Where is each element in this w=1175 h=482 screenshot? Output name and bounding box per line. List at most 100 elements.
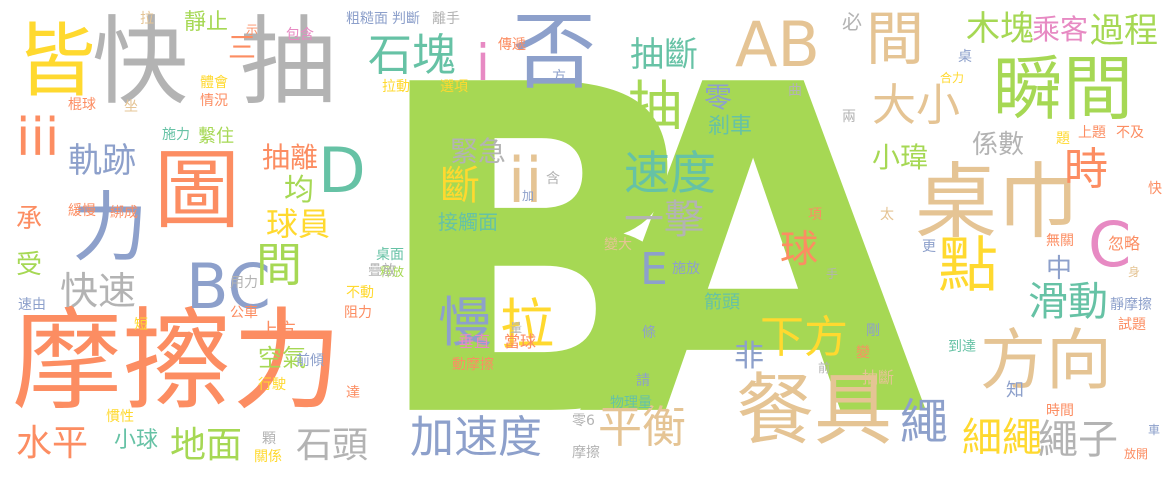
- cloud-word: 量: [510, 321, 523, 335]
- cloud-word: 手: [826, 267, 839, 281]
- cloud-word: 離手: [432, 11, 460, 27]
- cloud-word: 慣性: [106, 409, 134, 425]
- cloud-word: 傳遞: [498, 37, 526, 53]
- cloud-word: 施放: [672, 261, 700, 277]
- cloud-word: 含: [546, 171, 560, 187]
- cloud-word: 關係: [254, 449, 282, 465]
- cloud-word: 抽斷: [630, 35, 698, 75]
- cloud-word: 桌巾: [915, 155, 1080, 250]
- cloud-word: 綁成: [110, 205, 138, 221]
- cloud-word: 兩: [842, 109, 856, 125]
- cloud-word: 忽略: [1108, 234, 1141, 253]
- cloud-word: 速度: [624, 146, 716, 200]
- cloud-word: 前傾: [296, 353, 324, 369]
- cloud-word: 前: [818, 361, 831, 375]
- cloud-word: 軌跡: [68, 141, 136, 181]
- cloud-word: 快: [1148, 181, 1162, 197]
- cloud-word: 快: [92, 6, 188, 118]
- cloud-word: 曲: [788, 83, 802, 99]
- cloud-word: 滑動: [1028, 279, 1108, 325]
- cloud-word: 瞬間: [993, 48, 1133, 130]
- cloud-word: 速由: [18, 297, 46, 313]
- cloud-word: 包含: [286, 27, 314, 43]
- cloud-word: 承: [16, 204, 43, 234]
- cloud-word: 放開: [1124, 447, 1149, 461]
- cloud-word: 時: [1064, 144, 1108, 195]
- cloud-word: i: [476, 34, 490, 92]
- cloud-word: 斷: [440, 163, 480, 209]
- cloud-word: 慢: [438, 291, 492, 354]
- cloud-word: 無關: [1046, 233, 1074, 249]
- cloud-word: 地面: [170, 425, 243, 466]
- cloud-word: 靜止: [184, 10, 229, 35]
- cloud-word: A: [578, 0, 928, 482]
- cloud-word: 緊急: [450, 135, 507, 168]
- cloud-word: 過程: [1090, 11, 1158, 51]
- cloud-word: 條: [642, 325, 656, 341]
- cloud-word: 題: [1056, 131, 1070, 147]
- cloud-word: 不動: [346, 285, 374, 301]
- cloud-word: 抽斷: [862, 368, 895, 387]
- cloud-word: 力: [72, 183, 148, 272]
- cloud-word: 圖: [154, 141, 240, 241]
- cloud-word: 阻力: [344, 305, 372, 321]
- cloud-word: 項: [808, 207, 822, 223]
- cloud-word: 動摩擦: [452, 357, 494, 373]
- cloud-word: 上方: [260, 320, 296, 341]
- cloud-word: 時間: [1046, 403, 1074, 419]
- cloud-word: 接觸面: [438, 210, 498, 234]
- cloud-word: 加: [522, 189, 535, 203]
- cloud-word: 受: [16, 250, 43, 280]
- cloud-word: 變: [856, 345, 870, 361]
- cloud-word: 箭頭: [704, 292, 740, 313]
- cloud-word: 疊放: [368, 263, 396, 279]
- cloud-word: 車: [1148, 423, 1161, 437]
- cloud-word: 不及: [1116, 125, 1144, 141]
- cloud-word: 拉: [500, 293, 554, 356]
- cloud-word: 乘客: [1032, 13, 1089, 46]
- cloud-word: 變大: [604, 237, 632, 253]
- cloud-word: 判斷: [392, 11, 420, 27]
- cloud-word: C: [1088, 208, 1132, 281]
- cloud-word: 快速: [60, 269, 137, 313]
- cloud-word: 體會: [200, 75, 228, 91]
- cloud-word: 抽離: [262, 141, 319, 174]
- cloud-word: 釋放: [380, 265, 405, 279]
- cloud-word: 選項: [440, 79, 468, 95]
- cloud-word: iii: [16, 108, 60, 168]
- cloud-word: 達: [346, 385, 360, 401]
- cloud-word: 太: [880, 207, 894, 223]
- cloud-word: 顆: [262, 431, 276, 447]
- cloud-word: 石頭: [296, 425, 369, 466]
- cloud-word: 試題: [1118, 317, 1146, 333]
- cloud-word: 身: [1128, 265, 1141, 279]
- cloud-word: 球員: [266, 205, 331, 243]
- cloud-word: 間: [256, 238, 302, 292]
- cloud-word: 繫住: [198, 126, 234, 147]
- cloud-word: 物理量: [610, 395, 652, 411]
- cloud-word: 非: [734, 339, 764, 374]
- cloud-word: 桌: [958, 49, 972, 65]
- cloud-word: 行駛: [258, 377, 286, 393]
- cloud-word: 坐: [124, 99, 138, 115]
- cloud-word: 間: [866, 5, 925, 73]
- cloud-word: 知: [1006, 380, 1024, 401]
- cloud-word: 摩擦力: [12, 297, 342, 425]
- cloud-word: 零: [704, 81, 733, 114]
- cloud-word: 用力: [230, 275, 258, 291]
- cloud-word: 點: [938, 231, 998, 301]
- cloud-word: 上題: [1078, 125, 1106, 141]
- cloud-word: 小瑋: [872, 141, 929, 174]
- cloud-word: 球: [780, 227, 819, 271]
- cloud-word: 情況: [200, 93, 228, 109]
- cloud-word: 石塊: [368, 30, 456, 81]
- cloud-word: 到達: [948, 339, 976, 355]
- cloud-word: 中: [1046, 254, 1073, 284]
- cloud-word: 垂直: [458, 332, 491, 351]
- cloud-word: 方: [552, 69, 566, 85]
- cloud-word: 剎車: [708, 114, 753, 139]
- cloud-word: 桌面: [376, 247, 404, 263]
- cloud-word: 短: [134, 317, 148, 333]
- cloud-word: 餐具: [736, 366, 893, 456]
